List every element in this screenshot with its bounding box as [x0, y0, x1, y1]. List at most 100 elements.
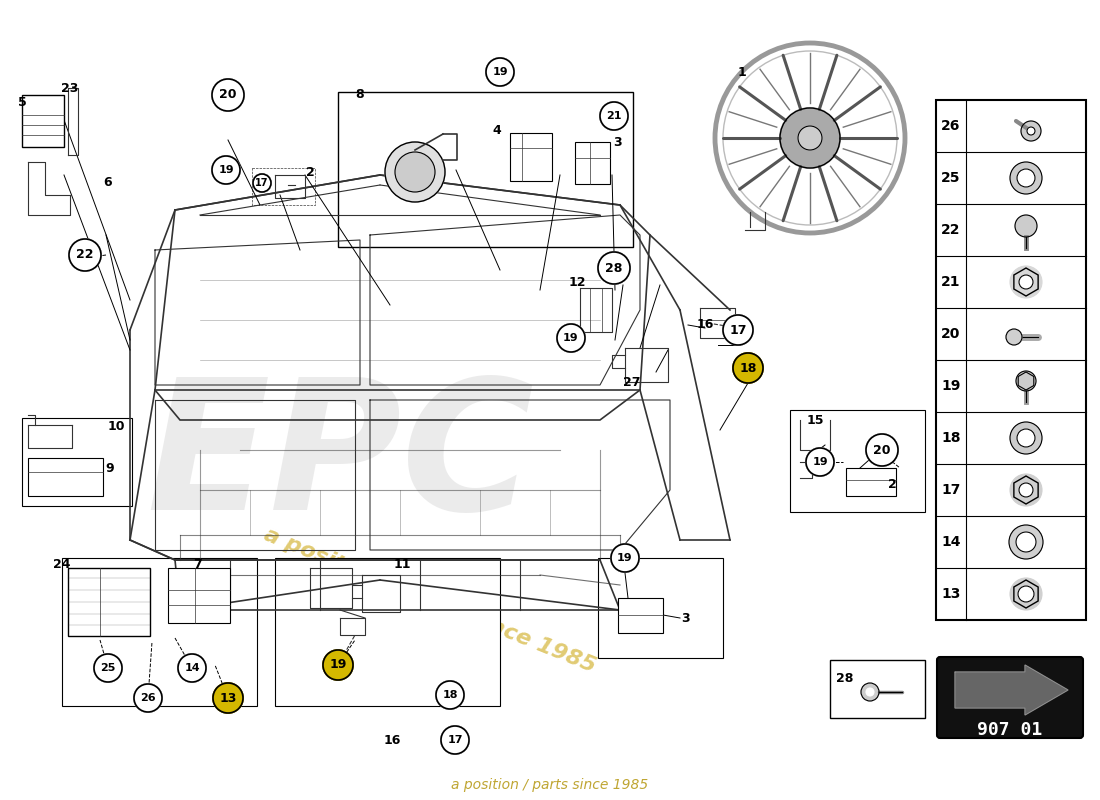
Circle shape — [1019, 275, 1033, 289]
Circle shape — [733, 353, 763, 383]
FancyBboxPatch shape — [846, 468, 896, 496]
Text: 28: 28 — [605, 262, 623, 274]
Text: 11: 11 — [394, 558, 410, 571]
Text: 13: 13 — [942, 587, 960, 601]
Circle shape — [436, 681, 464, 709]
Text: 19: 19 — [218, 165, 234, 175]
Circle shape — [1006, 329, 1022, 345]
Circle shape — [866, 434, 898, 466]
Circle shape — [1010, 578, 1042, 610]
Text: a position / parts since 1985: a position / parts since 1985 — [451, 778, 649, 792]
Circle shape — [323, 650, 353, 680]
FancyBboxPatch shape — [937, 657, 1084, 738]
Text: 17: 17 — [942, 483, 960, 497]
Circle shape — [69, 239, 101, 271]
Circle shape — [134, 684, 162, 712]
FancyBboxPatch shape — [22, 418, 132, 506]
Text: 8: 8 — [355, 89, 364, 102]
Circle shape — [212, 79, 244, 111]
Text: 19: 19 — [942, 379, 960, 393]
Polygon shape — [955, 665, 1068, 715]
Circle shape — [1021, 121, 1041, 141]
Circle shape — [1019, 483, 1033, 497]
FancyBboxPatch shape — [168, 568, 230, 623]
Circle shape — [610, 544, 639, 572]
Text: 18: 18 — [442, 690, 458, 700]
Text: 907 01: 907 01 — [978, 721, 1043, 739]
Circle shape — [798, 126, 822, 150]
Text: 20: 20 — [942, 327, 960, 341]
Circle shape — [441, 726, 469, 754]
Circle shape — [598, 252, 630, 284]
FancyBboxPatch shape — [62, 558, 257, 706]
Text: 19: 19 — [812, 457, 828, 467]
Circle shape — [1009, 525, 1043, 559]
Circle shape — [486, 58, 514, 86]
Text: 19: 19 — [563, 333, 579, 343]
Text: 20: 20 — [219, 89, 236, 102]
Text: 21: 21 — [606, 111, 621, 121]
Text: 18: 18 — [739, 362, 757, 374]
Text: 5: 5 — [18, 97, 26, 110]
Text: 17: 17 — [729, 323, 747, 337]
Circle shape — [861, 683, 879, 701]
FancyBboxPatch shape — [275, 558, 500, 706]
Text: 21: 21 — [942, 275, 960, 289]
Text: 16: 16 — [383, 734, 400, 746]
Circle shape — [1016, 532, 1036, 552]
Text: 26: 26 — [942, 119, 960, 133]
Circle shape — [723, 315, 754, 345]
Text: 2: 2 — [306, 166, 315, 178]
Text: 19: 19 — [492, 67, 508, 77]
Circle shape — [723, 315, 754, 345]
Text: 22: 22 — [942, 223, 960, 237]
Text: 17: 17 — [255, 178, 268, 188]
Text: 10: 10 — [108, 421, 124, 434]
FancyBboxPatch shape — [618, 598, 663, 633]
Text: 26: 26 — [140, 693, 156, 703]
Circle shape — [385, 142, 446, 202]
FancyBboxPatch shape — [28, 458, 103, 496]
Circle shape — [323, 650, 353, 680]
Circle shape — [557, 324, 585, 352]
Circle shape — [733, 353, 763, 383]
Text: 22: 22 — [76, 249, 94, 262]
Circle shape — [1027, 127, 1035, 135]
Circle shape — [610, 544, 639, 572]
Text: 14: 14 — [184, 663, 200, 673]
Circle shape — [600, 102, 628, 130]
Text: 6: 6 — [103, 175, 112, 189]
Text: a position / parts since 1985: a position / parts since 1985 — [261, 524, 598, 676]
Text: 27: 27 — [624, 375, 640, 389]
Text: 15: 15 — [806, 414, 824, 426]
FancyBboxPatch shape — [598, 558, 723, 658]
Text: 14: 14 — [942, 535, 960, 549]
FancyBboxPatch shape — [338, 92, 632, 247]
Circle shape — [213, 683, 243, 713]
Circle shape — [598, 252, 630, 284]
Circle shape — [69, 239, 101, 271]
Text: EPC: EPC — [146, 372, 534, 548]
Circle shape — [134, 684, 162, 712]
Circle shape — [780, 108, 840, 168]
FancyBboxPatch shape — [830, 660, 925, 718]
Text: 13: 13 — [219, 691, 236, 705]
Circle shape — [1010, 474, 1042, 506]
Circle shape — [1018, 429, 1035, 447]
Circle shape — [1010, 266, 1042, 298]
FancyBboxPatch shape — [22, 95, 64, 147]
Circle shape — [1010, 162, 1042, 194]
Text: 4: 4 — [493, 123, 502, 137]
Circle shape — [1010, 422, 1042, 454]
Text: 28: 28 — [836, 672, 854, 685]
Text: 2: 2 — [888, 478, 896, 491]
FancyBboxPatch shape — [575, 142, 611, 184]
Circle shape — [213, 683, 243, 713]
Circle shape — [436, 681, 464, 709]
Circle shape — [441, 726, 469, 754]
Text: 3: 3 — [681, 611, 690, 625]
Circle shape — [395, 152, 434, 192]
Text: 25: 25 — [942, 171, 960, 185]
Text: 17: 17 — [448, 735, 463, 745]
Circle shape — [94, 654, 122, 682]
